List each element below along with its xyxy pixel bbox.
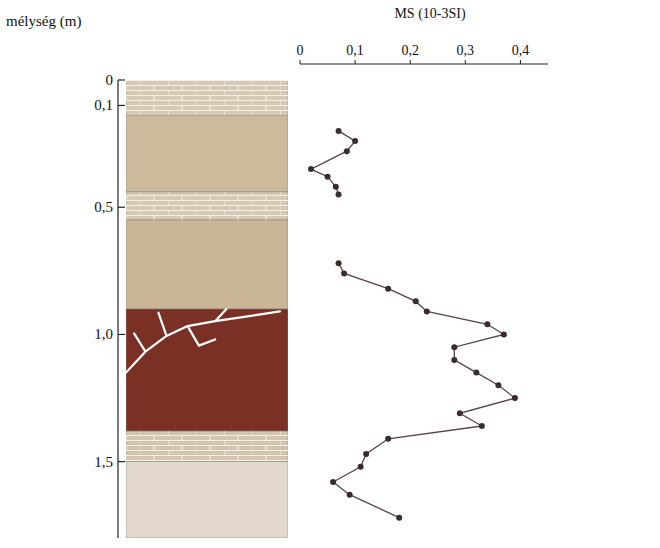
depth-axis-title: mélység (m)	[6, 13, 81, 30]
layer	[126, 462, 288, 538]
ms-point	[396, 515, 402, 521]
ms-point	[457, 410, 463, 416]
depth-tick-label: 0	[106, 72, 114, 88]
ms-point	[424, 309, 430, 315]
ms-point	[413, 298, 419, 304]
ms-point	[495, 382, 501, 388]
ms-tick-label: 0,2	[401, 43, 419, 58]
ms-tick	[410, 60, 411, 64]
ms-point	[336, 192, 342, 198]
ms-tick	[355, 60, 356, 64]
ms-point	[333, 184, 339, 190]
depth-tick-label: 0,5	[94, 199, 113, 215]
depth-tick	[118, 461, 125, 462]
ms-line	[311, 131, 355, 195]
ms-tick-label: 0,1	[346, 43, 364, 58]
depth-axis	[117, 80, 118, 538]
layer	[126, 309, 288, 431]
depth-tick-label: 1,0	[94, 326, 113, 342]
depth-tick	[118, 79, 125, 80]
layer	[126, 220, 288, 309]
ms-point	[385, 436, 391, 442]
ms-point	[451, 344, 457, 350]
ms-point	[363, 451, 369, 457]
depth-tick	[118, 334, 125, 335]
ms-point	[336, 128, 342, 134]
ms-tick-label: 0,4	[512, 43, 530, 58]
crack	[126, 309, 280, 373]
ms-point	[385, 286, 391, 292]
ms-point	[358, 464, 364, 470]
ms-point	[347, 492, 353, 498]
depth-tick-label: 0,1	[94, 97, 113, 113]
lithology-column	[126, 80, 288, 538]
ms-point	[341, 270, 347, 276]
layer	[126, 192, 288, 220]
ms-point	[473, 370, 479, 376]
depth-tick	[118, 207, 125, 208]
ms-point	[344, 148, 350, 154]
ms-point	[336, 260, 342, 266]
ms-tick	[465, 60, 466, 64]
layer	[126, 80, 288, 116]
ms-tick	[520, 60, 521, 64]
ms-point	[308, 166, 314, 172]
ms-point	[451, 357, 457, 363]
ms-tick-label: 0,3	[457, 43, 475, 58]
ms-axis	[300, 63, 548, 64]
ms-point	[484, 321, 490, 327]
data	[308, 128, 518, 521]
ms-tick	[300, 60, 301, 64]
ms-point	[512, 395, 518, 401]
layer-pattern	[126, 431, 288, 462]
layer	[126, 116, 288, 192]
depth-tick-label: 1,5	[94, 454, 113, 470]
ms-point	[501, 331, 507, 337]
depth-tick	[118, 105, 125, 106]
ms-point	[325, 174, 331, 180]
ms-point	[352, 138, 358, 144]
ms-line	[333, 263, 515, 517]
layer-pattern	[126, 80, 288, 116]
ms-tick-label: 0	[297, 43, 304, 58]
layer-pattern	[126, 192, 288, 220]
ms-point	[330, 479, 336, 485]
chart: mélység (m) MS (10-3SI) 0 0,1 0,5 1,0 1,5 0 0,1 0…	[0, 0, 660, 548]
ms-axis-title: MS (10-3SI)	[394, 6, 466, 22]
layer	[126, 431, 288, 462]
ms-point	[479, 423, 485, 429]
